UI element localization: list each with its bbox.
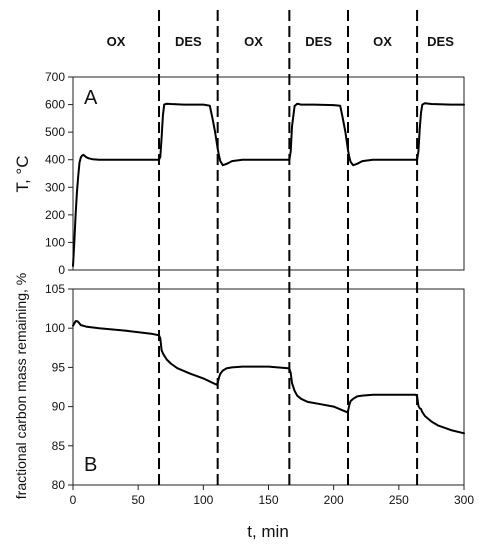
y-tick-label-a: 200 [45, 208, 65, 222]
y-tick-label-b: 85 [52, 439, 66, 453]
plot-frame-a [72, 76, 465, 271]
x-axis-title: t, min [247, 522, 289, 541]
x-tick-label: 300 [454, 493, 474, 507]
tick-marks [68, 76, 465, 490]
y-tick-label-a: 0 [58, 263, 65, 277]
tick-labels: 0 100 200 300 400 500 600 700 80 85 90 95 100 105 0 50 1… [45, 70, 474, 507]
y-tick-label-b: 105 [45, 282, 65, 296]
y-tick-label-a: 700 [45, 70, 65, 84]
x-tick-label: 50 [131, 493, 145, 507]
y-tick-label-b: 90 [52, 400, 66, 414]
x-tick-label: 0 [70, 493, 77, 507]
phase-dividers [158, 10, 419, 485]
panel-letter-a: A [84, 87, 98, 109]
y-axis-title-temperature: T, °C [13, 155, 32, 192]
y-tick-label-a: 500 [45, 125, 65, 139]
x-tick-label: 200 [324, 493, 344, 507]
y-tick-label-b: 80 [52, 478, 66, 492]
phase-label-des: DES [305, 34, 332, 49]
axes-frames [72, 76, 465, 486]
y-tick-label-a: 600 [45, 98, 65, 112]
y-tick-label-a: 300 [45, 180, 65, 194]
y-tick-label-b: 100 [45, 321, 65, 335]
x-tick-label: 250 [389, 493, 409, 507]
panel-letter-b: B [84, 454, 97, 476]
phase-label-ox: OX [107, 34, 126, 49]
phase-label-des: DES [175, 34, 202, 49]
y-axis-title-carbon-mass: fractional carbon mass remaining, % [13, 273, 29, 499]
phase-label-ox: OX [373, 34, 392, 49]
plot-frame-b [72, 288, 465, 486]
series-line-a [72, 102, 465, 267]
y-tick-label-b: 95 [52, 360, 66, 374]
series-line-b [72, 320, 465, 435]
y-tick-label-a: 100 [45, 235, 65, 249]
series-lines [72, 102, 465, 435]
phase-label-ox: OX [244, 34, 263, 49]
x-tick-label: 100 [193, 493, 213, 507]
phase-label-des: DES [427, 34, 454, 49]
phase-labels: OX DES OX DES OX DES [107, 34, 455, 49]
y-tick-label-a: 400 [45, 153, 65, 167]
x-tick-label: 150 [258, 493, 278, 507]
